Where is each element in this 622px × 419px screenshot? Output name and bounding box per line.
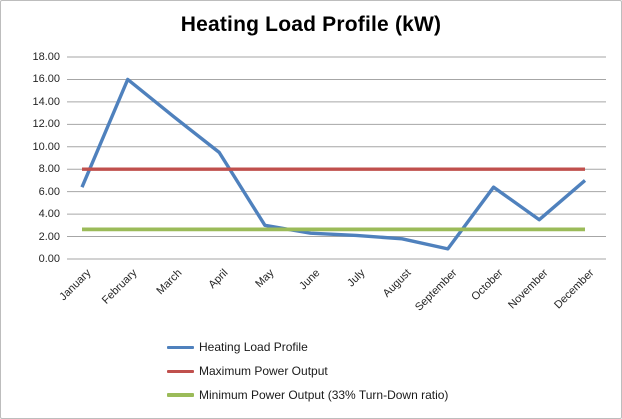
legend-item-1: Maximum Power Output [167,359,448,383]
legend-swatch-icon [167,345,194,349]
legend: Heating Load Profile Maximum Power Output… [167,335,448,407]
legend-label: Maximum Power Output [199,364,328,378]
y-tick-label: 6.00 [38,185,60,198]
y-tick-label: 16.00 [32,73,60,86]
y-tick-label: 18.00 [32,51,60,63]
series-line-0 [80,77,587,251]
y-tick-label: 0.00 [38,253,60,265]
legend-swatch-icon [167,369,194,373]
y-tick-label: 14.00 [32,95,60,108]
legend-swatch-icon [167,393,194,397]
y-tick-label: 8.00 [38,163,60,176]
legend-label: Minimum Power Output (33% Turn-Down rati… [199,388,449,402]
y-tick-label: 2.00 [38,230,60,243]
legend-item-2: Minimum Power Output (33% Turn-Down rati… [167,383,448,407]
legend-item-0: Heating Load Profile [167,335,448,359]
legend-label: Heating Load Profile [199,340,308,354]
y-tick-label: 4.00 [38,208,60,221]
y-tick-label: 10.00 [32,140,60,153]
y-tick-label: 12.00 [32,118,60,131]
chart-title: Heating Load Profile (kW) [180,13,442,36]
